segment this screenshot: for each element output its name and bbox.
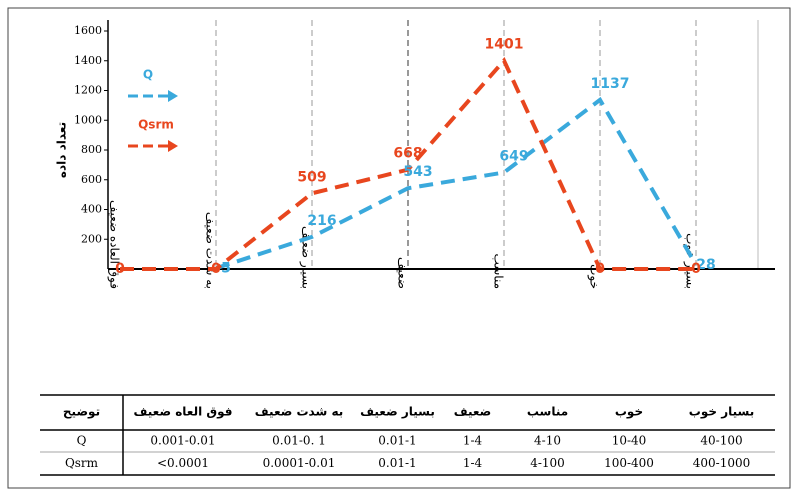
table-header: توضیح: [63, 405, 100, 420]
table-header: بسیار خوب: [689, 405, 754, 420]
y-tick-label: 800: [81, 143, 102, 156]
series-line: [120, 56, 696, 271]
y-tick-label: 400: [81, 203, 102, 216]
table-cell: 4-10: [534, 434, 561, 448]
table-cell: 0.0001-0.01: [263, 456, 336, 470]
x-tick-label: مناسب: [492, 253, 506, 289]
table-cell: 40-100: [700, 434, 742, 448]
data-label: 1401: [485, 37, 524, 53]
x-tick-label: فوق العاده ضعیف: [107, 200, 122, 289]
y-tick-label: 600: [81, 173, 102, 186]
table-cell: <0.0001: [157, 456, 209, 470]
table-cell: Qsrm: [65, 456, 99, 470]
data-label: 543: [403, 164, 432, 180]
table-cell: 100-400: [604, 456, 654, 470]
legend-arrow: [168, 90, 178, 102]
legend-label: Q: [143, 68, 153, 82]
data-label: 5: [221, 260, 231, 276]
table-header: خوب: [615, 405, 643, 420]
table-cell: Q: [77, 434, 87, 448]
table-header: ضعیف: [454, 405, 492, 419]
legend-arrow: [168, 140, 178, 152]
data-label: 0: [595, 261, 605, 277]
y-tick-label: 1600: [74, 24, 102, 37]
data-label: 28: [696, 257, 715, 273]
table-cell: 1-4: [463, 434, 483, 448]
x-tick-label: خوب: [587, 264, 602, 289]
data-label: 0: [211, 261, 221, 277]
table-header: مناسب: [527, 405, 568, 419]
legend-label: Qsrm: [138, 118, 174, 132]
data-label: 0: [691, 261, 701, 277]
x-tick-label: به شدت ضعیف: [204, 212, 218, 289]
data-label: 668: [393, 146, 422, 162]
data-label: 1137: [591, 76, 630, 92]
data-label: 509: [297, 169, 326, 185]
y-tick-label: 1000: [74, 113, 102, 126]
y-tick-label: 200: [81, 232, 102, 245]
table-header: فوق العاه ضعیف: [133, 405, 232, 420]
table-cell: 0.001-0.01: [150, 434, 215, 448]
y-tick-label: 1400: [74, 54, 102, 67]
table-cell: 0.01-1: [378, 434, 416, 448]
table-cell: 1-4: [463, 456, 483, 470]
table-cell: 0.01-1: [378, 456, 416, 470]
data-label: 649: [499, 148, 528, 164]
table-header: بسیار ضعیف: [360, 405, 435, 419]
series-line: [215, 96, 698, 271]
table-cell: 0.01-0. 1: [272, 434, 326, 448]
table-cell: 10-40: [612, 434, 647, 448]
y-tick-label: 1200: [74, 84, 102, 97]
data-label: 216: [307, 213, 336, 229]
table-cell: 400-1000: [693, 456, 751, 470]
y-axis-label: تعداد داده: [55, 122, 69, 178]
table-header: به شدت ضعیف: [255, 405, 344, 419]
data-label: 0: [115, 261, 125, 277]
table-cell: 4-100: [530, 456, 565, 470]
frame: [7, 7, 791, 489]
x-tick-label: ضعیف: [396, 257, 410, 289]
